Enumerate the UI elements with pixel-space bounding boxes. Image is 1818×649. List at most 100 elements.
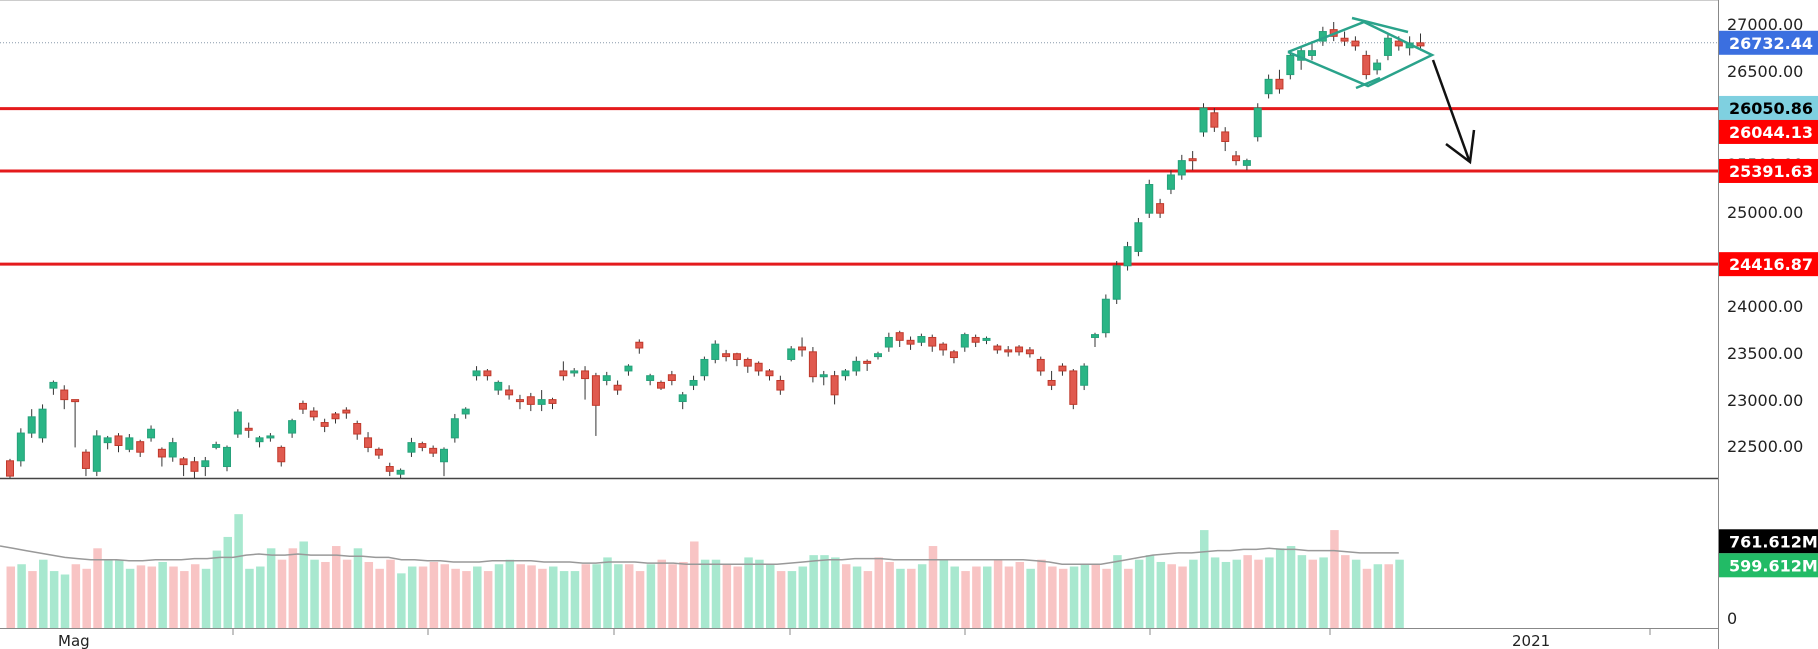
candle [1036, 356, 1045, 376]
candle [147, 425, 156, 442]
candle [1004, 346, 1013, 357]
volume-bar [592, 564, 601, 628]
volume-bar [1134, 559, 1144, 628]
volume-bar [115, 559, 124, 628]
level-badge-25391: 25391.63 [1719, 158, 1818, 183]
volume-bar [733, 566, 742, 628]
volume-tick-0: 0 [1727, 609, 1737, 628]
candle [407, 437, 416, 457]
candle [168, 437, 177, 462]
price-tick-23000: 23000.00 [1727, 391, 1803, 410]
candle [396, 468, 405, 478]
volume-bar [1200, 530, 1209, 628]
volume-bar [397, 573, 406, 628]
candle [1286, 50, 1295, 80]
horizontal-levels[interactable] [0, 107, 1718, 266]
volume-bar [841, 564, 851, 628]
volume-bar [581, 564, 591, 628]
candle [722, 349, 731, 362]
price-tick-25000: 25000.00 [1727, 203, 1803, 222]
candle [38, 404, 47, 443]
volume-bar [1189, 559, 1198, 628]
candle [49, 380, 58, 395]
candle [808, 347, 817, 383]
candle [472, 366, 481, 381]
time-label-2021: 2021 [1512, 632, 1550, 649]
volume-bar [1102, 568, 1111, 628]
candle [754, 361, 763, 376]
volume-bar [527, 565, 536, 628]
volume-bar [787, 571, 797, 628]
volume-bar [1048, 566, 1057, 628]
candle [1340, 31, 1349, 46]
candle [993, 344, 1002, 354]
candle [201, 456, 210, 477]
volume-bar [1330, 530, 1339, 628]
down-arrow-icon[interactable] [1431, 59, 1476, 165]
candle [125, 434, 134, 453]
volume-bar [570, 571, 580, 628]
candle [244, 422, 253, 438]
volume-bar [212, 550, 222, 628]
candle [570, 368, 579, 377]
candle [1058, 363, 1067, 376]
time-axis[interactable]: Mag 2021 [58, 629, 1651, 649]
volume-bar [863, 571, 873, 628]
candle [1383, 33, 1392, 61]
volume-bar [798, 566, 808, 628]
volume-bar [158, 561, 167, 628]
candle [830, 370, 839, 405]
volume-bar [60, 574, 70, 628]
volume-bar [82, 568, 91, 628]
candle [1373, 59, 1382, 75]
volume-bar [755, 559, 764, 628]
svg-text:25391.63: 25391.63 [1729, 162, 1813, 181]
candle [1134, 217, 1143, 257]
volume-bar [288, 548, 298, 628]
price-pane[interactable] [0, 0, 1718, 478]
candle [537, 390, 546, 412]
candle [1199, 103, 1208, 137]
volume-bar [874, 557, 883, 628]
price-tick-24000: 24000.00 [1727, 297, 1803, 316]
volume-bar [125, 568, 135, 628]
candle [765, 369, 774, 381]
candle [1015, 345, 1024, 356]
volume-bar [646, 564, 656, 628]
candle [1232, 151, 1241, 166]
volume-bar [711, 559, 721, 628]
candle [179, 456, 188, 477]
volume-bar [234, 514, 243, 628]
volume-bar [766, 564, 775, 628]
candle [1047, 370, 1056, 391]
volume-bar [1167, 564, 1176, 628]
volume-bar [776, 571, 786, 628]
volume-bar [310, 559, 319, 628]
candle [255, 435, 264, 448]
volume-bar [483, 571, 493, 628]
candle [1188, 151, 1197, 171]
volume-bar [983, 566, 992, 628]
candle [429, 445, 438, 457]
volume-bar [201, 568, 211, 628]
volume-bar [342, 559, 352, 628]
volume-bar [809, 555, 818, 628]
candle [374, 447, 383, 459]
candle [1080, 363, 1089, 391]
candle [114, 433, 123, 453]
candle [331, 412, 340, 424]
candle [863, 359, 872, 371]
candle [450, 413, 459, 443]
volume-bar [332, 546, 341, 628]
diamond-pattern[interactable] [1287, 16, 1435, 90]
volume-bar [1156, 561, 1166, 628]
candle [787, 346, 796, 362]
volume-bar [473, 566, 482, 628]
volume-bar [1384, 564, 1393, 628]
volume-bar [1243, 555, 1252, 628]
volume-bar [657, 559, 666, 628]
candle [852, 356, 861, 376]
candle [1112, 260, 1121, 305]
volume-bar [147, 566, 157, 628]
